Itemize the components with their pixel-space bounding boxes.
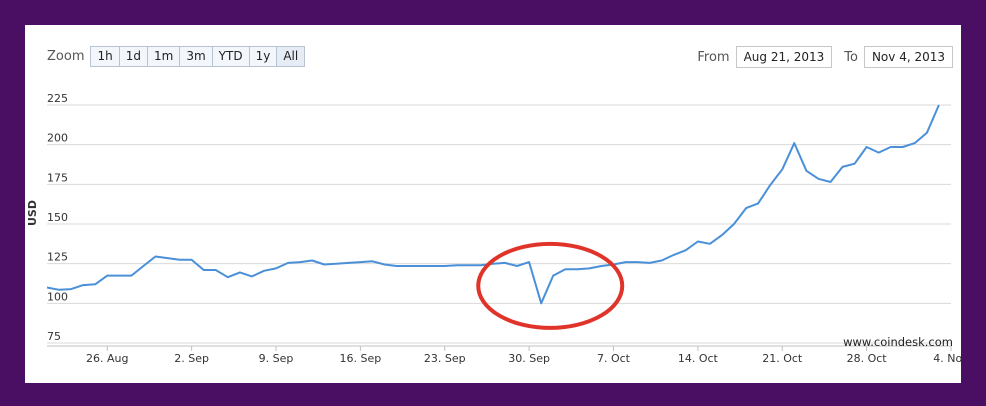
- zoom-3m-button[interactable]: 3m: [179, 46, 213, 67]
- zoom-label: Zoom: [47, 49, 85, 64]
- zoom-1m-button[interactable]: 1m: [147, 46, 181, 67]
- x-tick-label: 2. Sep: [174, 352, 209, 365]
- y-tick-label: 75: [47, 330, 61, 343]
- from-date-input[interactable]: Aug 21, 2013: [735, 46, 833, 68]
- watermark-text: www.coindesk.com: [843, 335, 953, 349]
- x-tick-label: 30. Sep: [508, 352, 550, 365]
- zoom-ytd-button[interactable]: YTD: [211, 46, 250, 67]
- to-date-input[interactable]: Nov 4, 2013: [863, 46, 953, 68]
- series-layer: [46, 104, 940, 305]
- x-tick-label: 16. Sep: [340, 352, 382, 365]
- x-tick-label: 23. Sep: [424, 352, 466, 365]
- date-range: From Aug 21, 2013 To Nov 4, 2013: [691, 46, 953, 68]
- price-chart: 75 100 125 150 175 200 225 26. Aug 2. Sep 9. Sep…: [26, 92, 961, 365]
- series-line-0: [46, 104, 940, 305]
- y-tick-label: 100: [47, 290, 68, 303]
- to-label: To: [844, 49, 858, 65]
- annotation-layer: [476, 241, 625, 330]
- x-tick-label: 26. Aug: [86, 352, 128, 365]
- x-tick-label: 9. Sep: [259, 352, 294, 365]
- x-axis-labels: 26. Aug 2. Sep 9. Sep 16. Sep 23. Sep 30. Sep…: [86, 346, 961, 365]
- y-tick-label: 125: [47, 251, 68, 264]
- chart-panel: Zoom 1h 1d 1m 3m YTD 1y All From Aug 21,…: [25, 25, 961, 383]
- gridlines: [47, 104, 951, 347]
- y-axis-labels: 75 100 125 150 175 200 225: [47, 92, 68, 343]
- y-tick-label: 200: [47, 132, 68, 145]
- annotation-circle: [476, 241, 625, 330]
- y-axis-title: USD: [26, 200, 39, 226]
- x-tick-label: 7. Oct: [597, 352, 631, 365]
- from-label: From: [697, 49, 730, 65]
- x-tick-label: 4. Nov: [933, 352, 961, 365]
- zoom-1h-button[interactable]: 1h: [90, 46, 120, 67]
- y-tick-label: 150: [47, 211, 68, 224]
- zoom-toolbar: Zoom 1h 1d 1m 3m YTD 1y All: [47, 46, 306, 67]
- x-tick-label: 21. Oct: [762, 352, 803, 365]
- y-tick-label: 175: [47, 171, 68, 184]
- x-tick-label: 14. Oct: [678, 352, 719, 365]
- zoom-1y-button[interactable]: 1y: [248, 46, 278, 67]
- y-tick-label: 225: [47, 92, 68, 105]
- x-tick-label: 28. Oct: [847, 352, 888, 365]
- zoom-all-button[interactable]: All: [276, 46, 306, 67]
